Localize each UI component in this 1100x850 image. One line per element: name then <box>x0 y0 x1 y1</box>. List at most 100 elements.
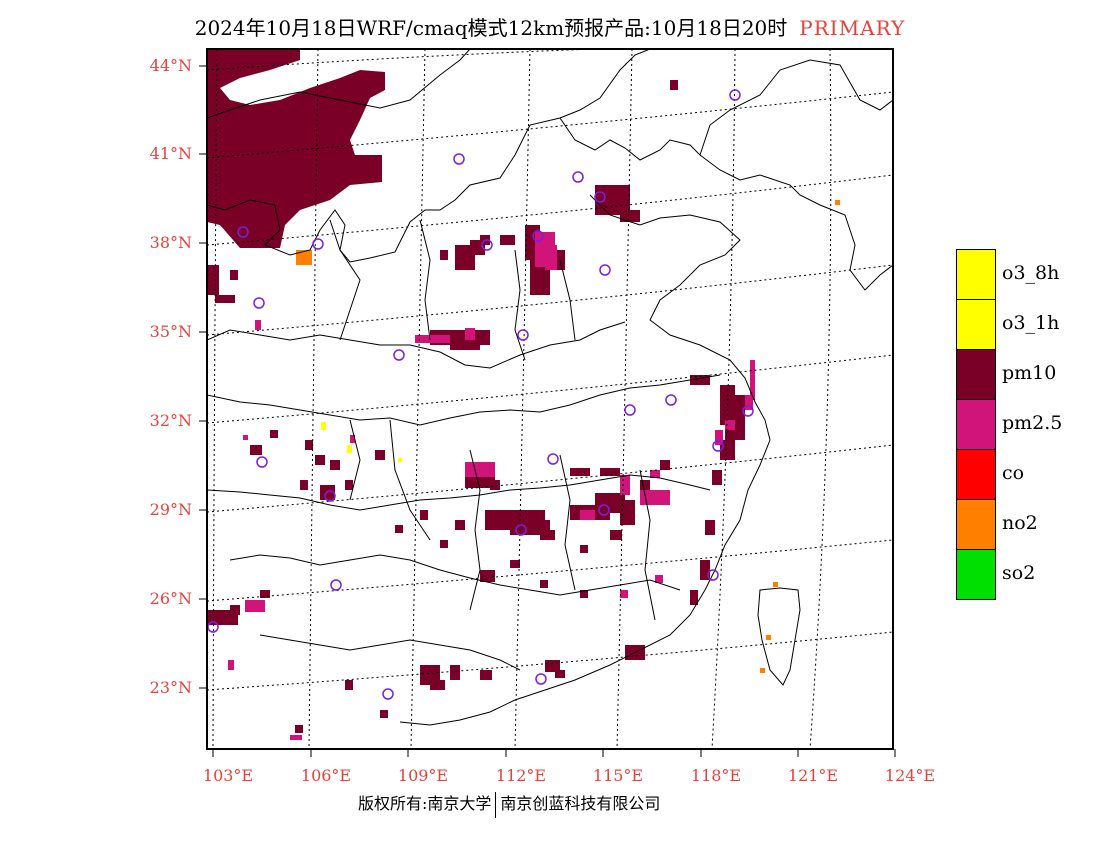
latitude-label: 26°N <box>149 589 192 608</box>
station-circle <box>393 349 405 361</box>
pm25-cell <box>243 435 248 440</box>
pm10-cell <box>450 340 480 350</box>
map-title: 2024年10月18日WRF/cmaq模式12km预报产品:10月18日20时 P… <box>0 12 1100 41</box>
legend-swatch <box>956 449 996 500</box>
pm25-cell <box>290 735 302 740</box>
pm10-cell <box>450 665 460 680</box>
pm10-cell <box>305 440 313 450</box>
pm10-cell <box>640 480 650 490</box>
station-circle <box>712 440 724 452</box>
legend-label: pm10 <box>1002 362 1057 384</box>
pm25-cell <box>350 435 355 443</box>
no2-cell <box>835 200 840 205</box>
pm10-cell <box>375 450 385 460</box>
pm25-cell <box>640 490 670 505</box>
legend-swatch <box>956 349 996 400</box>
station-circle <box>572 171 584 183</box>
map-frame <box>206 48 894 750</box>
pm10-cell <box>670 80 678 90</box>
pm10-cell <box>555 670 565 678</box>
station-circle <box>532 230 544 242</box>
legend-label: o3_1h <box>1002 312 1060 334</box>
station-circle <box>481 239 493 251</box>
pm25-cell <box>465 462 495 477</box>
axis-ticks <box>199 65 896 757</box>
longitude-label: 115°E <box>592 766 644 785</box>
pm10-field <box>207 49 750 733</box>
pm10-cell <box>345 680 353 690</box>
pm10-dust-region <box>207 49 385 248</box>
legend-label: o3_8h <box>1002 262 1060 284</box>
pm25-cell <box>725 420 735 430</box>
pm10-cell <box>735 395 745 425</box>
station-circle <box>237 226 249 238</box>
pm10-cell <box>620 500 635 525</box>
station-circle <box>729 89 741 101</box>
pm25-cell <box>545 245 557 270</box>
legend-swatch <box>956 299 996 350</box>
legend-swatch <box>956 399 996 450</box>
station-circle <box>253 297 265 309</box>
longitude-label: 106°E <box>300 766 352 785</box>
station-circle <box>517 329 529 341</box>
pm10-cell <box>330 460 340 470</box>
latitude-label: 29°N <box>149 500 192 519</box>
pm25-cell <box>620 475 630 495</box>
latitude-label: 38°N <box>149 233 192 252</box>
pm10-cell <box>580 590 588 598</box>
o3-cell <box>347 445 352 453</box>
legend-swatch <box>956 549 996 600</box>
no2-cell <box>760 668 765 673</box>
pm10-cell <box>540 580 548 588</box>
title-text: 2024年10月18日WRF/cmaq模式12km预报产品:10月18日20时 <box>194 16 788 40</box>
station-circle <box>312 238 324 250</box>
graticule <box>207 49 893 749</box>
no2-cell <box>766 635 771 640</box>
legend-swatch <box>956 249 996 300</box>
pm25-cell <box>620 590 628 598</box>
pm25-cell <box>715 430 723 445</box>
pm10-cell <box>660 460 670 470</box>
other-pollutant-field <box>296 200 840 673</box>
pm25-cell <box>655 575 663 583</box>
longitude-label: 103°E <box>202 766 254 785</box>
pm25-cell <box>245 600 265 612</box>
pm10-cell <box>430 680 445 690</box>
station-circle <box>382 688 394 700</box>
pm10-cell <box>395 525 403 533</box>
station-circle <box>707 569 719 581</box>
pm10-cell <box>295 725 303 733</box>
pm25-cell <box>745 395 753 410</box>
latitude-label: 23°N <box>149 678 192 697</box>
legend-label: no2 <box>1002 512 1038 534</box>
latitude-label: 35°N <box>149 322 192 341</box>
pm10-cell <box>440 250 448 260</box>
longitude-label: 121°E <box>787 766 839 785</box>
legend-label: pm2.5 <box>1002 412 1063 434</box>
pm10-cell <box>620 210 640 222</box>
pm10-cell <box>580 545 588 553</box>
pm10-cell <box>270 430 278 438</box>
pm10-cell <box>300 480 308 490</box>
station-circle <box>535 673 547 685</box>
copyright-left: 版权所有:南京大学 <box>358 794 492 813</box>
pm10-cell <box>345 480 353 490</box>
pm25-cell <box>465 328 475 340</box>
pm25-cell <box>580 510 595 520</box>
pm25-cell <box>255 320 261 330</box>
copyright-right: 南京创蓝科技有限公司 <box>500 794 661 813</box>
longitude-label: 118°E <box>690 766 742 785</box>
footer-divider <box>495 791 497 818</box>
pm10-cell <box>420 510 428 520</box>
o3-cell <box>398 458 402 462</box>
station-circle <box>594 191 606 203</box>
pm10-cell <box>705 520 715 535</box>
pm25-cell <box>415 335 450 343</box>
station-markers <box>207 89 754 700</box>
station-circle <box>624 404 636 416</box>
station-circle <box>665 394 677 406</box>
pm10-cell <box>250 445 262 455</box>
station-circle <box>256 456 268 468</box>
pm10-cell <box>455 520 465 530</box>
o3-cell <box>321 422 326 430</box>
